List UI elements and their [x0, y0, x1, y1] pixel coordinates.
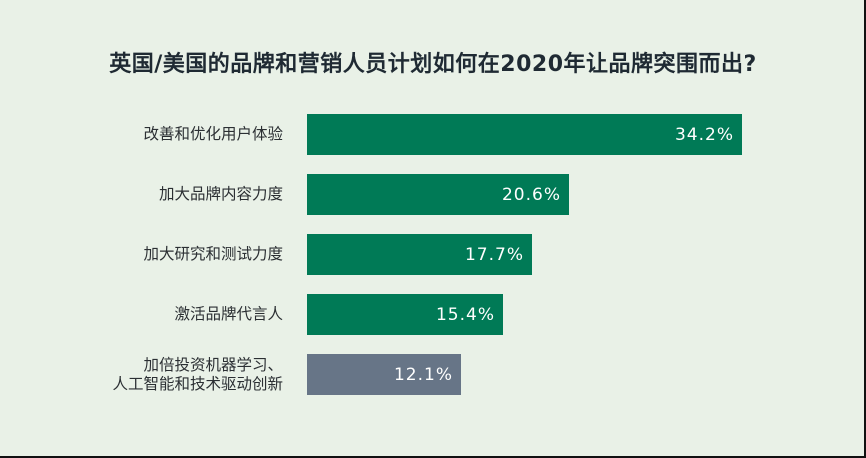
category-label: 改善和优化用户体验 [143, 125, 283, 143]
value-label: 20.6% [501, 184, 561, 205]
bar-row: 加倍投资机器学习、 人工智能和技术驱动创新 12.1% [0, 354, 866, 395]
value-label: 12.1% [393, 364, 453, 385]
bar-row: 改善和优化用户体验 34.2% [0, 114, 866, 155]
category-label: 加大研究和测试力度 [143, 245, 283, 263]
bar: 20.6% [307, 174, 569, 215]
bar: 12.1% [307, 354, 461, 395]
bar: 15.4% [307, 294, 503, 335]
value-label: 17.7% [464, 244, 524, 265]
category-label: 加倍投资机器学习、 人工智能和技术驱动创新 [112, 355, 283, 393]
chart-title: 英国/美国的品牌和营销人员计划如何在2020年让品牌突围而出? [109, 52, 757, 77]
bar: 34.2% [307, 114, 742, 155]
bar: 17.7% [307, 234, 532, 275]
bar-row: 加大品牌内容力度 20.6% [0, 174, 866, 215]
value-label: 34.2% [674, 124, 734, 145]
category-label: 激活品牌代言人 [174, 305, 283, 323]
category-label: 加大品牌内容力度 [158, 185, 283, 203]
bar-row: 激活品牌代言人 15.4% [0, 294, 866, 335]
value-label: 15.4% [435, 304, 495, 325]
bar-row: 加大研究和测试力度 17.7% [0, 234, 866, 275]
